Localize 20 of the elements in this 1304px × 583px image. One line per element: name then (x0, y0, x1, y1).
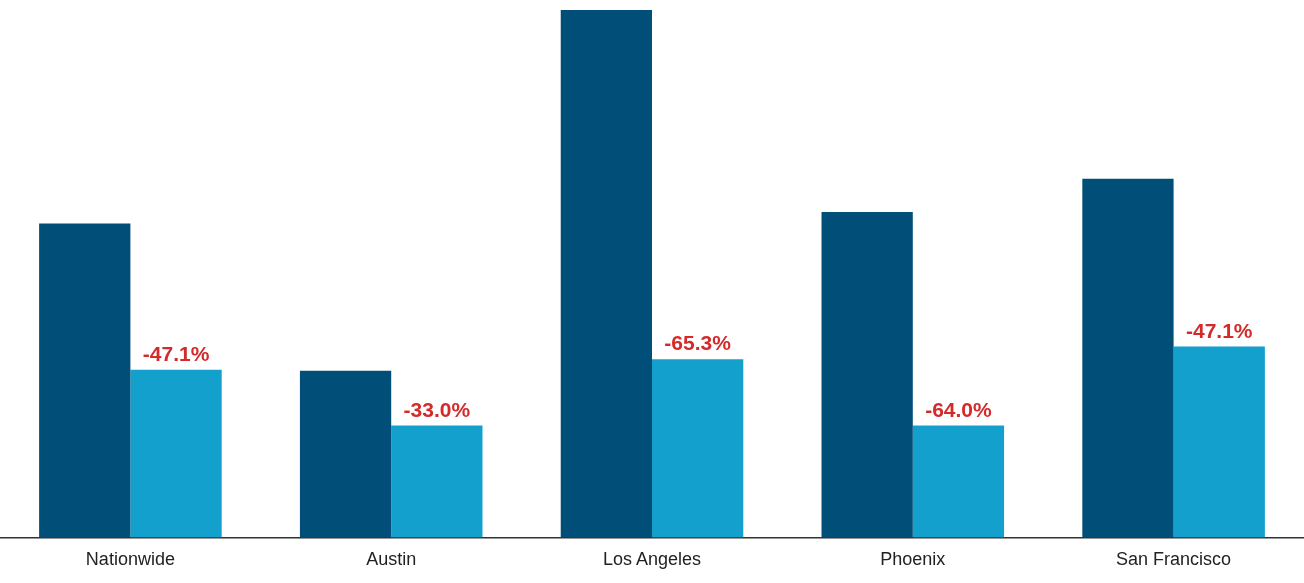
annotation: -65.3% (664, 331, 732, 355)
x-tick-label: Nationwide (85, 549, 175, 570)
annotation: -33.0% (403, 397, 471, 421)
bar (130, 369, 222, 538)
x-tick-label: San Francisco (1116, 549, 1232, 570)
bar (652, 359, 744, 538)
bar (560, 10, 652, 538)
bar (39, 223, 131, 538)
annotation: -47.1% (1185, 318, 1253, 342)
x-tick-label: Phoenix (880, 549, 946, 570)
annotation: -64.0% (925, 397, 993, 421)
bar (1082, 178, 1174, 538)
annotation: -47.1% (142, 341, 210, 365)
x-tick-label: Los Angeles (602, 549, 702, 570)
bar (391, 425, 483, 538)
bar (912, 425, 1005, 538)
bar (821, 211, 913, 538)
bar (299, 370, 392, 538)
x-tick-label: Austin (366, 549, 417, 570)
bar (1173, 346, 1265, 538)
